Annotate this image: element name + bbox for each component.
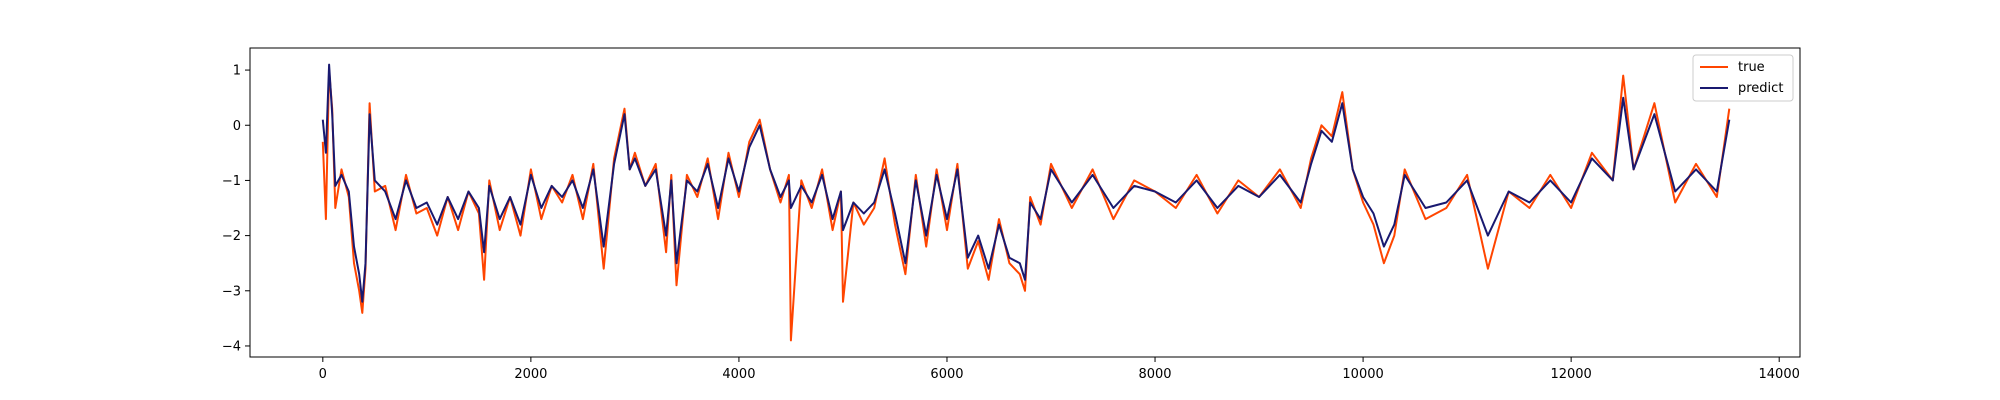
x-tick-label: 10000: [1342, 367, 1383, 382]
legend-label-predict: predict: [1738, 81, 1783, 96]
series-line-predict: [321, 63, 1731, 303]
plot-frame: [249, 47, 1801, 358]
x-tick-label: 6000: [930, 367, 963, 382]
legend: true predict: [1692, 54, 1794, 102]
y-tick-label: −2: [222, 229, 241, 244]
y-tick-label: −1: [222, 174, 241, 189]
y-tick-label: −4: [222, 339, 241, 354]
y-tick-label: −3: [222, 284, 241, 299]
y-tick-label: 0: [233, 119, 241, 134]
y-axis: 1 0 −1 −2 −3 −4: [222, 64, 250, 354]
x-tick-label: 0: [319, 367, 327, 382]
x-tick-label: 12000: [1550, 367, 1591, 382]
x-axis: 0 2000 4000 6000 8000 10000 12000 14000: [319, 357, 1800, 382]
x-tick-label: 8000: [1138, 367, 1171, 382]
y-tick-label: 1: [233, 64, 241, 79]
x-tick-label: 14000: [1759, 367, 1800, 382]
legend-label-true: true: [1738, 60, 1765, 75]
x-tick-label: 4000: [722, 367, 755, 382]
series-layer: [321, 63, 1731, 342]
x-tick-label: 2000: [514, 367, 547, 382]
series-line-true: [321, 69, 1731, 342]
